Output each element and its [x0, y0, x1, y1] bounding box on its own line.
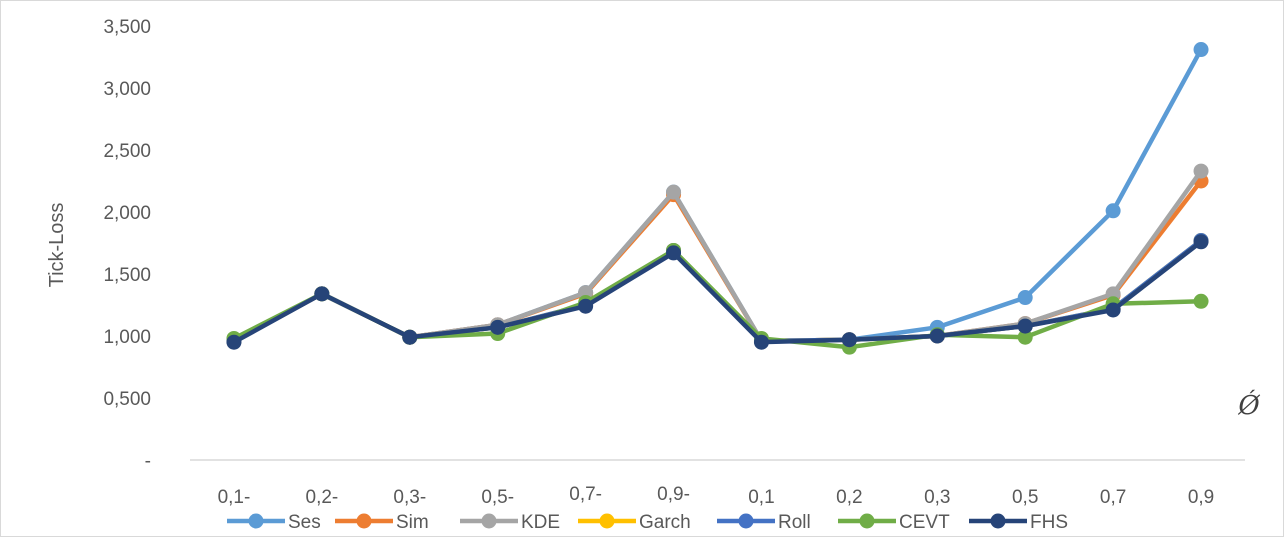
legend-label: Roll — [778, 512, 811, 533]
legend-item-kde: KDE — [460, 512, 560, 533]
y-axis-title: Tick-Loss — [46, 203, 68, 288]
y-tick-label: 2,000 — [103, 203, 151, 224]
legend-item-fhs: FHS — [969, 512, 1068, 533]
legend-marker — [990, 513, 1006, 529]
series-fhs — [226, 234, 1209, 350]
data-point-fhs — [490, 319, 506, 335]
series-line-kde — [231, 168, 1204, 344]
series-garch — [226, 233, 1209, 349]
x-tick-label: 0,1 — [748, 487, 774, 508]
x-tick-label: 0,5- — [481, 487, 514, 508]
data-point-fhs — [753, 334, 769, 350]
legend-item-sim: Sim — [335, 512, 429, 533]
data-point-ses — [1193, 42, 1209, 58]
x-tick-label: 0,1- — [218, 487, 251, 508]
legend-item-cevt: CEVT — [838, 512, 950, 533]
x-tick-label: 0,2- — [306, 487, 339, 508]
x-axis-title: Ǿ — [1237, 389, 1260, 421]
y-tick-label: 3,000 — [103, 79, 151, 100]
x-tick-label: 0,7- — [569, 484, 602, 505]
data-point-fhs — [578, 298, 594, 314]
legend-marker — [356, 513, 372, 529]
series-ses — [226, 42, 1209, 349]
data-point-cevt — [1193, 293, 1209, 309]
x-tick-label: 0,9 — [1188, 487, 1214, 508]
legend-item-roll: Roll — [717, 512, 811, 533]
x-tick-label: 0,7 — [1100, 487, 1126, 508]
legend-marker — [481, 513, 497, 529]
legend-label: FHS — [1030, 512, 1068, 533]
data-point-fhs — [226, 334, 242, 350]
y-tick-label: - — [145, 451, 151, 472]
data-point-fhs — [841, 332, 857, 348]
legend-label: Sim — [396, 512, 429, 533]
legend-item-garch: Garch — [578, 512, 691, 533]
data-point-fhs — [929, 328, 945, 344]
y-tick-label: 1,000 — [103, 327, 151, 348]
legend-label: Ses — [288, 512, 321, 533]
data-point-fhs — [666, 245, 682, 261]
data-point-fhs — [1017, 318, 1033, 334]
data-point-kde — [666, 184, 682, 200]
data-point-cevt — [1017, 329, 1033, 345]
data-point-fhs — [1105, 302, 1121, 318]
data-point-ses — [1017, 290, 1033, 306]
series-line-fhs — [231, 239, 1204, 345]
legend-label: KDE — [521, 512, 560, 533]
legend-item-ses: Ses — [227, 512, 321, 533]
data-point-fhs — [402, 329, 418, 345]
data-point-kde — [1193, 163, 1209, 179]
x-tick-label: 0,3 — [924, 487, 950, 508]
legend-marker — [599, 513, 615, 529]
y-tick-label: 0,500 — [103, 389, 151, 410]
x-tick-label: 0,3- — [393, 487, 426, 508]
data-point-fhs — [1193, 234, 1209, 250]
series-roll — [226, 233, 1209, 349]
x-tick-label: 0,5 — [1012, 487, 1038, 508]
y-tick-label: 1,500 — [103, 265, 151, 286]
x-tick-label: 0,2 — [836, 487, 862, 508]
legend-label: Garch — [639, 512, 691, 533]
legend-label: CEVT — [899, 512, 950, 533]
legend-marker — [859, 513, 875, 529]
legend-marker — [738, 513, 754, 529]
series-line-sim — [231, 178, 1204, 344]
y-tick-label: 3,500 — [103, 17, 151, 38]
legend-marker — [248, 513, 264, 529]
y-tick-label: 2,500 — [103, 141, 151, 162]
data-point-ses — [1105, 203, 1121, 219]
data-point-fhs — [314, 286, 330, 302]
x-tick-label: 0,9- — [657, 484, 690, 505]
